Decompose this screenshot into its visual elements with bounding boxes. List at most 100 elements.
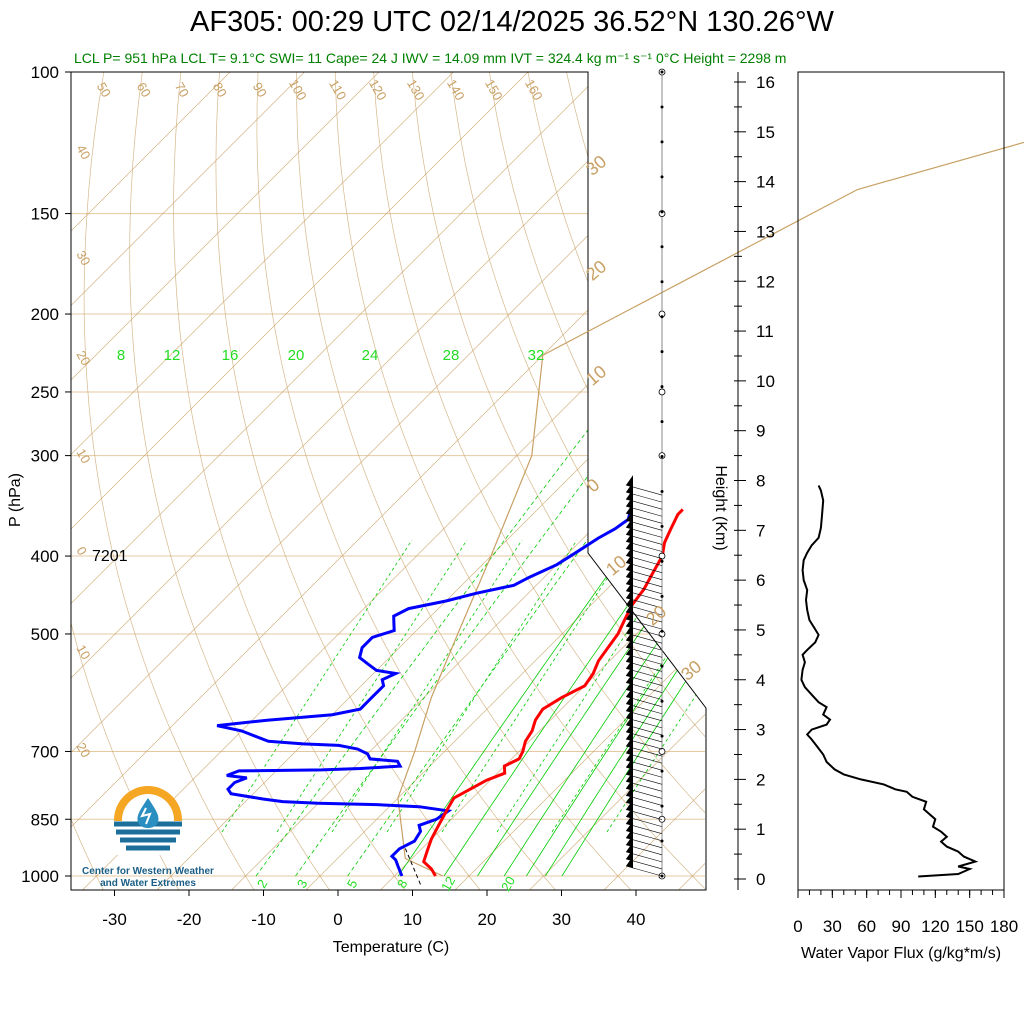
dry-adiabat [83, 72, 255, 890]
x-tick-label: -10 [251, 910, 276, 929]
dry-adiabat-label: 40 [73, 142, 93, 162]
barb-dot [660, 664, 664, 668]
isotherm [82, 267, 705, 890]
logo-text: Center for Western Weather and Water Ext… [70, 866, 226, 890]
x-tick-label: 30 [552, 910, 571, 929]
height-tick-label: 5 [756, 621, 765, 640]
isotherm [71, 72, 603, 604]
moist-adiabat [331, 539, 523, 833]
height-tick-label: 8 [756, 472, 765, 491]
mixing-ratio-label: 8 [117, 347, 125, 364]
barb-dot [660, 210, 664, 214]
moist-adiabat [551, 596, 705, 833]
mixing-ratio-label: 16 [222, 347, 239, 364]
barb-dot [660, 350, 664, 354]
x-axis-label: Temperature (C) [333, 939, 449, 956]
parcel-line [397, 141, 1024, 877]
dry-adiabat [129, 72, 330, 890]
mixing-ratio-label: 3 [294, 877, 311, 891]
height-tick-label: 2 [756, 770, 765, 789]
y-tick-label: 200 [31, 305, 59, 324]
mixing-ratio-line [295, 377, 663, 877]
barb-level-marker [658, 388, 666, 396]
x-tick-label: 40 [627, 910, 646, 929]
x-tick-label: 20 [478, 910, 497, 929]
height-tick-label: 1 [756, 820, 765, 839]
mixing-ratio-label: 2 [254, 877, 271, 891]
dry-adiabat-label: 60 [134, 80, 154, 100]
height-tick-label: 11 [756, 322, 774, 341]
mixing-ratio-line [503, 571, 705, 877]
barb-dot [660, 175, 664, 179]
dry-adiabat-label: 90 [250, 80, 270, 100]
y-tick-label: 100 [31, 63, 59, 82]
flux-tick-label: 60 [857, 917, 876, 936]
y-tick-label: 850 [31, 810, 59, 829]
x-tick-label: 0 [333, 910, 342, 929]
barb-dot [660, 839, 664, 843]
height-tick-label: 15 [756, 123, 775, 142]
flux-tick-label: 90 [892, 917, 911, 936]
dry-adiabat [747, 35, 1024, 893]
height-tick-label: 3 [756, 721, 765, 740]
isotherm [156, 341, 705, 890]
isotherm [380, 565, 705, 890]
wind-barbs [625, 68, 666, 880]
barb-dot [660, 385, 664, 389]
mixing-ratio-line [477, 536, 705, 877]
barb-dot [660, 594, 664, 598]
isotherm [71, 72, 529, 530]
mixing-ratio-label: 24 [362, 347, 379, 364]
dry-adiabat [0, 35, 29, 893]
logo-wind-icon [140, 807, 152, 825]
x-tick-label: -20 [177, 910, 202, 929]
dry-adiabat-label: 110 [326, 77, 349, 102]
height-tick-label: 6 [756, 571, 765, 590]
dry-adiabat [256, 72, 557, 890]
flux-frame [797, 71, 1005, 891]
barb-dot [660, 734, 664, 738]
wind-barb-pennant [626, 475, 633, 488]
dry-adiabat [489, 72, 705, 582]
dry-adiabat-label: 10 [73, 446, 93, 466]
dry-adiabat [215, 72, 481, 890]
mixing-ratio-label: 12 [164, 347, 181, 364]
moist-adiabat [386, 539, 578, 833]
height-tick-label: 9 [756, 422, 765, 441]
dry-adiabat-label: 160 [522, 77, 546, 103]
barb-dot [660, 769, 664, 773]
dry-adiabat [681, 72, 705, 140]
dry-adiabat-label: 100 [286, 77, 310, 103]
chart-title: AF305: 00:29 UTC 02/14/2025 36.52°N 130.… [190, 6, 834, 38]
dry-adiabat-label: 120 [366, 77, 390, 103]
dry-adiabat [859, 35, 1024, 893]
dry-adiabat [784, 35, 1024, 893]
flux-tick-label: 120 [921, 917, 949, 936]
y-tick-label: 400 [31, 547, 59, 566]
dry-adiabat [709, 35, 1024, 893]
dry-adiabat [296, 72, 632, 890]
dry-adiabat [173, 72, 406, 890]
height-tick-label: 13 [756, 222, 775, 241]
isotherm [71, 72, 231, 232]
dry-adiabat-label: 20 [73, 348, 93, 368]
barb-dot [660, 280, 664, 284]
barb-dot [660, 70, 664, 74]
moist-adiabat [441, 539, 633, 833]
sounding-lines [216, 141, 1024, 887]
isotherm [71, 72, 305, 306]
height-tick-label: 0 [756, 870, 765, 889]
y-tick-label: 250 [31, 383, 59, 402]
barb-dot [660, 455, 664, 459]
barb-dot [660, 140, 664, 144]
barb-level-marker [658, 748, 666, 755]
plot-mask-right [588, 72, 706, 708]
barb-dot [660, 245, 664, 249]
mixing-ratio-label: 12 [438, 874, 458, 894]
y-axis-label: P (hPa) [7, 473, 24, 527]
isotherm [71, 72, 678, 679]
height-tick-label: 12 [756, 272, 775, 291]
